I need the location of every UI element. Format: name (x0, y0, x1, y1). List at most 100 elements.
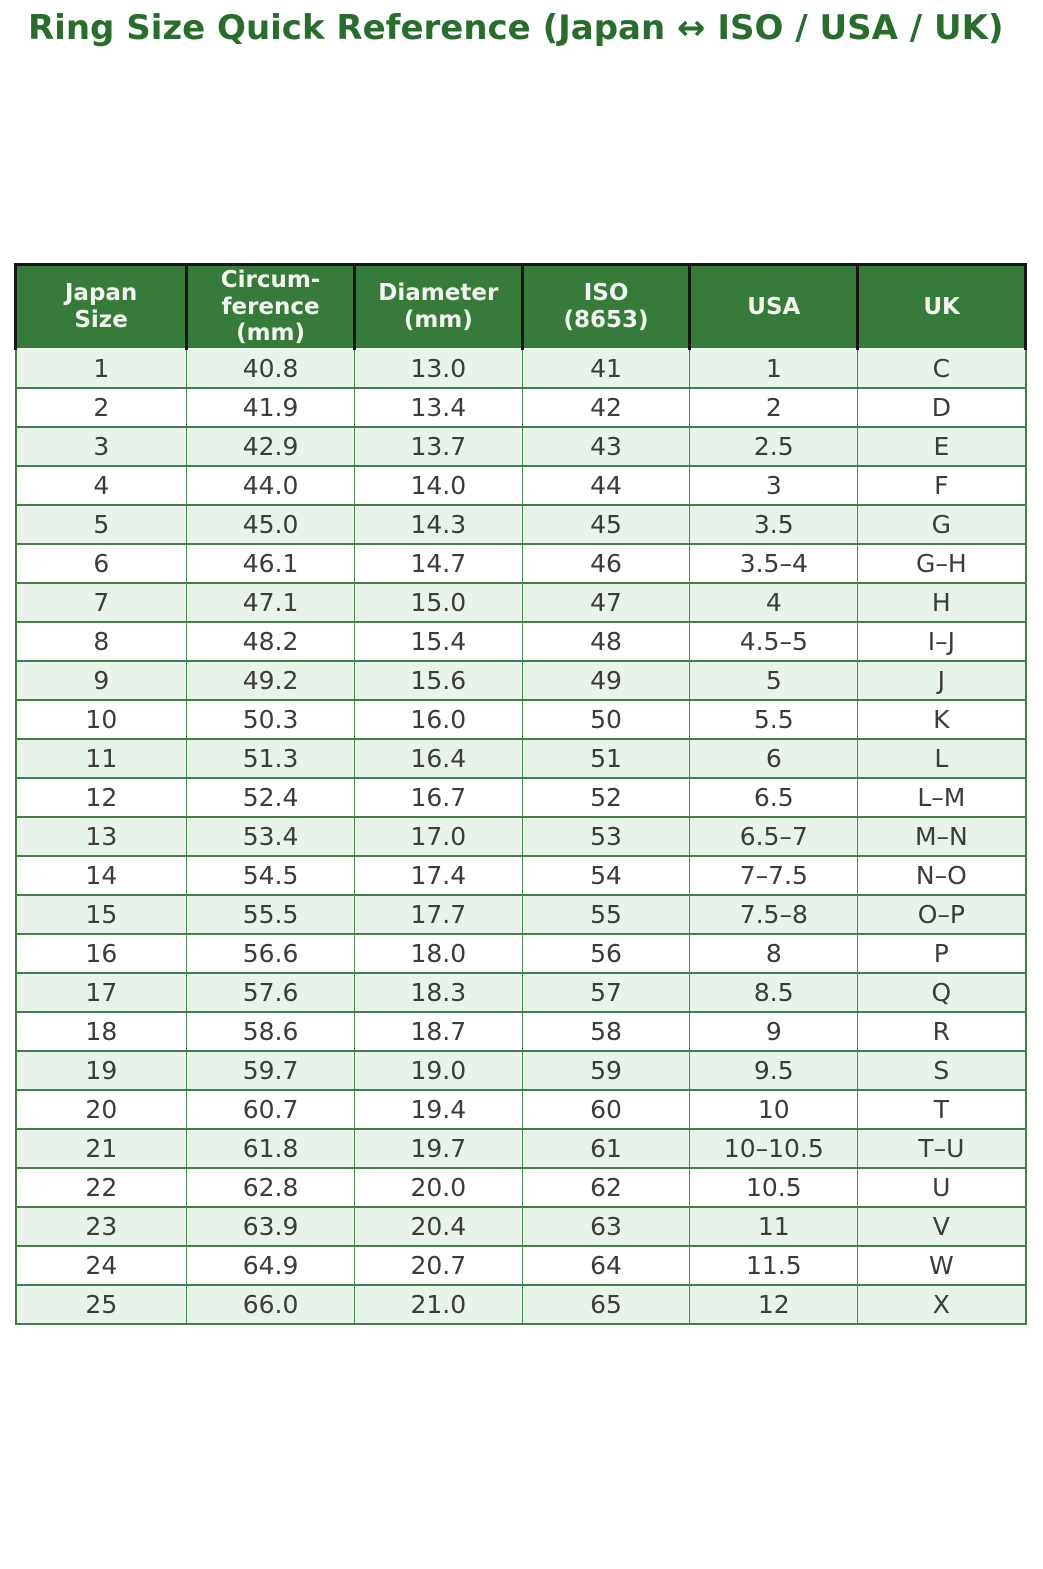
table-cell-uk: H (857, 582, 1026, 624)
table-cell-circumference-mm: 48.2 (186, 621, 355, 663)
table-row: 17 57.6 18.3 57 8.5 Q (14, 972, 1026, 1014)
table-cell-uk: N–O (857, 855, 1026, 897)
table-row: 19 59.7 19.0 59 9.5 S (14, 1050, 1026, 1092)
table-row: 21 61.8 19.7 61 10–10.5 T–U (14, 1128, 1026, 1170)
table-cell-iso-8653: 62 (521, 1167, 691, 1209)
table-row: 11 51.3 16.4 51 6 L (14, 738, 1026, 780)
table-cell-japan-size: 4 (14, 465, 188, 507)
table-row: 25 66.0 21.0 65 12 X (14, 1284, 1026, 1326)
column-header-japan-size: Japan Size (13, 263, 189, 351)
table-cell-iso-8653: 58 (521, 1011, 691, 1053)
table-cell-iso-8653: 44 (521, 465, 691, 507)
table-cell-uk: K (857, 699, 1026, 741)
table-cell-usa: 8.5 (689, 972, 859, 1014)
table-cell-uk: I–J (857, 621, 1026, 663)
table-row: 15 55.5 17.7 55 7.5–8 O–P (14, 894, 1026, 936)
table-cell-iso-8653: 45 (521, 504, 691, 546)
table-cell-japan-size: 23 (14, 1206, 188, 1248)
table-cell-usa: 8 (689, 933, 859, 975)
table-cell-uk: U (857, 1167, 1026, 1209)
table-cell-japan-size: 18 (14, 1011, 188, 1053)
table-cell-uk: G–H (857, 543, 1026, 585)
table-head: Japan Size Circum-ference (mm) Diameter (mm) I… (13, 263, 1027, 351)
page-title: Ring Size Quick Reference (Japan ↔ ISO /… (28, 8, 1004, 48)
table-cell-uk: G (857, 504, 1026, 546)
table-cell-usa: 3 (689, 465, 859, 507)
table-cell-usa: 6.5–7 (689, 816, 859, 858)
table-cell-japan-size: 3 (14, 426, 188, 468)
table-cell-uk: R (857, 1011, 1026, 1053)
column-header-uk: UK (856, 263, 1027, 351)
table-cell-usa: 10.5 (689, 1167, 859, 1209)
table-row: 18 58.6 18.7 58 9 R (14, 1011, 1026, 1053)
table-row: 14 54.5 17.4 54 7–7.5 N–O (14, 855, 1026, 897)
table-cell-iso-8653: 51 (521, 738, 691, 780)
table-cell-japan-size: 19 (14, 1050, 188, 1092)
table-cell-diameter-mm: 19.0 (353, 1050, 523, 1092)
table-row: 10 50.3 16.0 50 5.5 K (14, 699, 1026, 741)
table-row: 6 46.1 14.7 46 3.5–4 G–H (14, 543, 1026, 585)
table-cell-japan-size: 25 (14, 1284, 188, 1326)
table-cell-circumference-mm: 46.1 (186, 543, 355, 585)
table-cell-diameter-mm: 16.0 (353, 699, 523, 741)
table-cell-circumference-mm: 51.3 (186, 738, 355, 780)
table-cell-iso-8653: 63 (521, 1206, 691, 1248)
table-cell-iso-8653: 64 (521, 1245, 691, 1287)
table-cell-usa: 11.5 (689, 1245, 859, 1287)
table-cell-usa: 9 (689, 1011, 859, 1053)
table-cell-circumference-mm: 41.9 (186, 387, 355, 429)
table-cell-japan-size: 15 (14, 894, 188, 936)
table-cell-japan-size: 21 (14, 1128, 188, 1170)
table-cell-iso-8653: 57 (521, 972, 691, 1014)
table-cell-usa: 3.5–4 (689, 543, 859, 585)
table-cell-diameter-mm: 19.4 (353, 1089, 523, 1131)
table-cell-circumference-mm: 52.4 (186, 777, 355, 819)
table-cell-iso-8653: 53 (521, 816, 691, 858)
table-cell-iso-8653: 47 (521, 582, 691, 624)
table-cell-diameter-mm: 14.7 (353, 543, 523, 585)
table-cell-diameter-mm: 13.0 (353, 348, 523, 390)
table-cell-diameter-mm: 20.0 (353, 1167, 523, 1209)
table-cell-uk: S (857, 1050, 1026, 1092)
table-cell-circumference-mm: 64.9 (186, 1245, 355, 1287)
table-cell-uk: W (857, 1245, 1026, 1287)
table-cell-uk: T (857, 1089, 1026, 1131)
table-cell-diameter-mm: 15.6 (353, 660, 523, 702)
table-cell-uk: P (857, 933, 1026, 975)
table-cell-diameter-mm: 17.0 (353, 816, 523, 858)
table-row: 16 56.6 18.0 56 8 P (14, 933, 1026, 975)
table-cell-japan-size: 9 (14, 660, 188, 702)
table-cell-diameter-mm: 13.7 (353, 426, 523, 468)
table-cell-circumference-mm: 63.9 (186, 1206, 355, 1248)
table-cell-diameter-mm: 16.7 (353, 777, 523, 819)
table-cell-diameter-mm: 18.0 (353, 933, 523, 975)
table-row: 23 63.9 20.4 63 11 V (14, 1206, 1026, 1248)
table-cell-uk: X (857, 1284, 1026, 1326)
table-cell-japan-size: 7 (14, 582, 188, 624)
table-cell-uk: C (857, 348, 1026, 390)
table-cell-uk: E (857, 426, 1026, 468)
table-cell-circumference-mm: 53.4 (186, 816, 355, 858)
table-cell-uk: T–U (857, 1128, 1026, 1170)
table-cell-usa: 6.5 (689, 777, 859, 819)
table-cell-uk: J (857, 660, 1026, 702)
table-cell-usa: 3.5 (689, 504, 859, 546)
table-cell-usa: 9.5 (689, 1050, 859, 1092)
table-cell-usa: 1 (689, 348, 859, 390)
table-cell-usa: 10–10.5 (689, 1128, 859, 1170)
table-cell-usa: 4.5–5 (689, 621, 859, 663)
table-cell-diameter-mm: 15.0 (353, 582, 523, 624)
table-cell-usa: 2 (689, 387, 859, 429)
table-cell-japan-size: 6 (14, 543, 188, 585)
table-cell-japan-size: 8 (14, 621, 188, 663)
table-cell-iso-8653: 59 (521, 1050, 691, 1092)
table-cell-diameter-mm: 19.7 (353, 1128, 523, 1170)
table-cell-uk: D (857, 387, 1026, 429)
table-cell-iso-8653: 56 (521, 933, 691, 975)
table-cell-circumference-mm: 61.8 (186, 1128, 355, 1170)
table-cell-circumference-mm: 44.0 (186, 465, 355, 507)
table-cell-japan-size: 2 (14, 387, 188, 429)
column-header-iso-8653: ISO (8653) (520, 263, 692, 351)
table-cell-usa: 5.5 (689, 699, 859, 741)
table-cell-circumference-mm: 59.7 (186, 1050, 355, 1092)
